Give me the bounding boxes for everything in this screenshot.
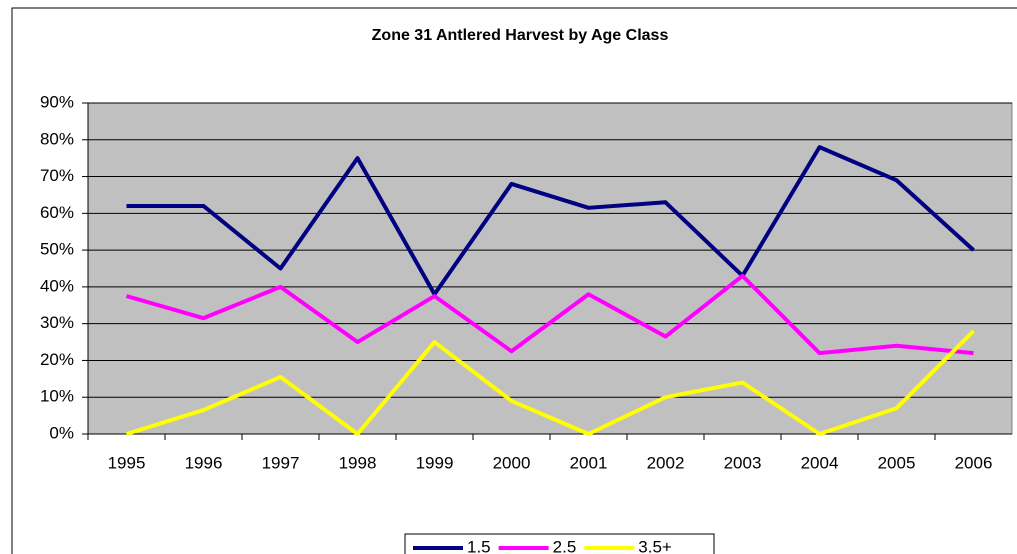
x-tick-label: 2001 (570, 453, 608, 472)
y-tick-label: 90% (40, 92, 74, 111)
y-tick-label: 20% (40, 350, 74, 369)
x-tick-label: 2003 (724, 453, 762, 472)
y-tick-label: 10% (40, 387, 74, 406)
legend-label: 3.5+ (638, 537, 672, 554)
y-tick-label: 50% (40, 240, 74, 259)
y-tick-label: 40% (40, 276, 74, 295)
chart-title: Zone 31 Antlered Harvest by Age Class (372, 27, 669, 44)
x-tick-label: 2002 (647, 453, 685, 472)
plot-area (87, 102, 1013, 435)
y-tick-label: 80% (40, 129, 74, 148)
x-tick-label: 1995 (108, 453, 146, 472)
x-tick-label: 1999 (416, 453, 454, 472)
legend-label: 1.5 (467, 537, 491, 554)
legend-box (404, 533, 715, 554)
x-tick-label: 2006 (955, 453, 993, 472)
x-tick-label: 2005 (878, 453, 916, 472)
y-tick-label: 30% (40, 313, 74, 332)
x-tick-label: 1998 (339, 453, 377, 472)
x-tick-label: 1996 (185, 453, 223, 472)
y-tick-label: 60% (40, 203, 74, 222)
y-tick-label: 0% (49, 423, 74, 442)
series-line (125, 329, 975, 436)
legend-label: 2.5 (553, 537, 577, 554)
x-tick-label: 2000 (493, 453, 531, 472)
x-tick-label: 1997 (262, 453, 300, 472)
series-line (126, 145, 975, 297)
series-line (125, 273, 974, 356)
x-tick-label: 2004 (801, 453, 839, 472)
y-tick-label: 70% (40, 166, 74, 185)
